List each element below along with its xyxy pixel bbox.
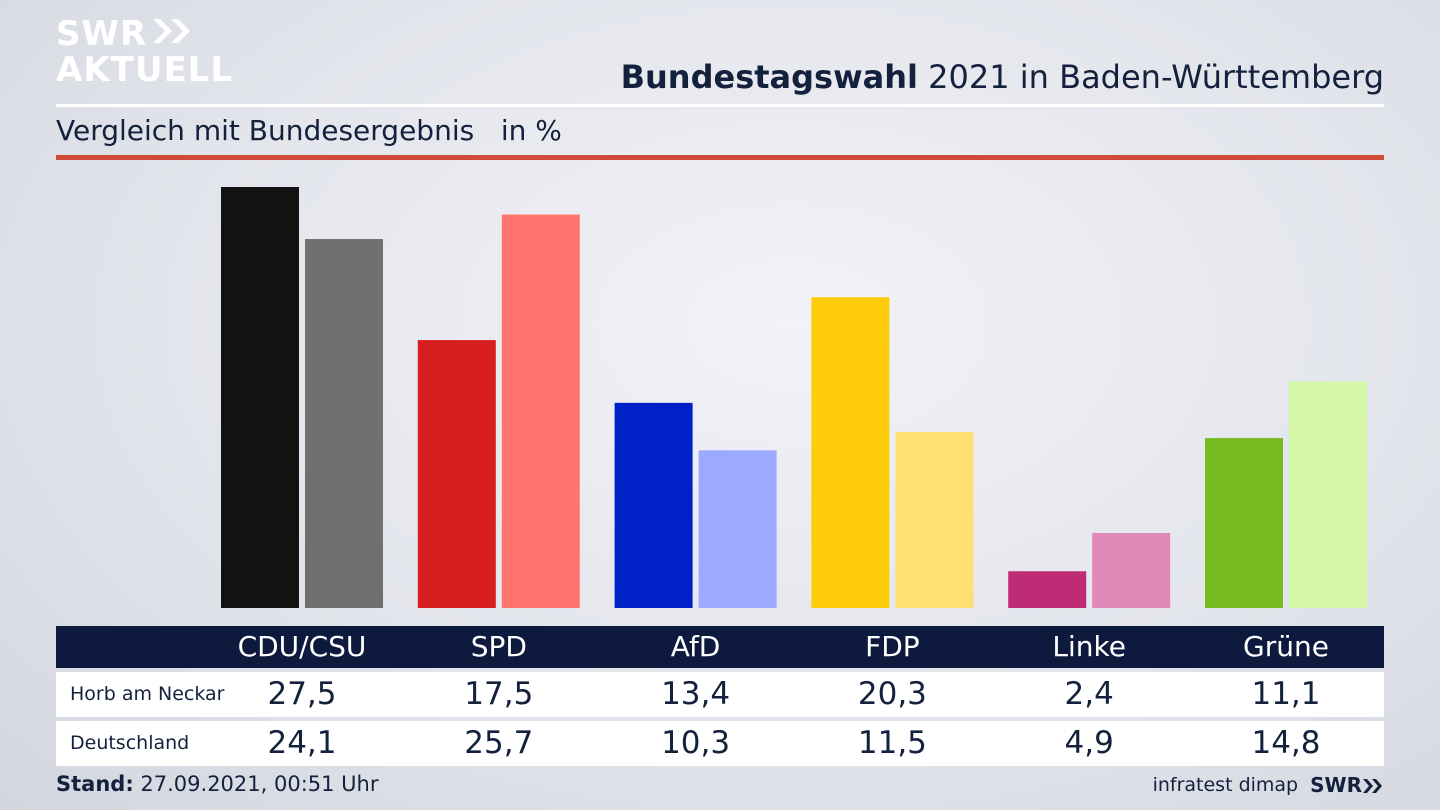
divider-red [56,155,1384,160]
row-label-national: Deutschland [70,732,190,754]
table-row-national: Deutschland 24,1 25,7 10,3 11,5 4,9 14,8 [56,721,1384,766]
value-gr-ne-national: 14,8 [1251,725,1321,761]
value-afd-national: 10,3 [661,725,731,761]
column-header-fdp: FDP [865,630,920,663]
value-cdu-csu-national: 24,1 [267,725,337,761]
bar-cdu-csu-national [305,239,383,608]
bar-afd-national [698,450,777,608]
table-header-row: CDU/CSU SPD AfD FDP Linke Grüne [56,626,1384,668]
bar-fdp-local [811,297,890,608]
value-spd-local: 17,5 [464,676,534,712]
column-header-gr-ne: Grüne [1243,630,1329,663]
column-header-afd: AfD [670,630,721,663]
footer-swr-logo: SWR [1310,773,1384,797]
column-header-cdu-csu: CDU/CSU [237,630,367,663]
logo-arrows-icon [151,16,195,52]
logo-aktuell: AKTUELL [56,50,234,90]
value-spd-national: 25,7 [464,725,534,761]
stand-value: 27.09.2021, 00:51 Uhr [133,772,379,796]
chart-subtitle: Vergleich mit Bundesergebnis in % [56,114,562,147]
logo-swr: SWR [56,14,148,54]
table-row-local: Horb am Neckar 27,5 17,5 13,4 20,3 2,4 11,1 [56,672,1384,717]
stand-label: Stand: [56,772,134,796]
swr-aktuell-logo: SWR AKTUELL [56,16,233,88]
value-cdu-csu-local: 27,5 [267,676,337,712]
title-bold: Bundestagswahl [620,58,918,96]
value-fdp-local: 20,3 [857,676,927,712]
footer-credits: infratest dimap SWR [1153,773,1384,797]
page-title: Bundestagswahl 2021 in Baden-Württemberg [621,58,1384,96]
bar-gr-ne-national [1289,381,1367,608]
bar-spd-local [417,340,496,608]
row-label-local: Horb am Neckar [70,683,225,705]
bar-spd-national [501,214,580,608]
bar-fdp-national [895,431,974,608]
value-linke-local: 2,4 [1064,676,1114,712]
bar-cdu-csu-local [221,187,299,608]
stand-timestamp: Stand: 27.09.2021, 00:51 Uhr [56,772,379,796]
results-table: CDU/CSU SPD AfD FDP Linke Grüne Horb am Necka… [56,626,1384,766]
value-linke-national: 4,9 [1064,725,1114,761]
column-header-linke: Linke [1052,630,1126,663]
title-rest: 2021 in Baden-Württemberg [917,58,1384,96]
bar-afd-local [614,402,693,608]
bar-linke-national [1092,532,1171,608]
divider-white [56,104,1384,107]
bar-chart [221,187,1367,608]
footer-brand: SWR [1310,773,1362,797]
value-fdp-national: 11,5 [857,725,927,761]
bar-gr-ne-local [1205,438,1283,608]
value-gr-ne-local: 11,1 [1251,676,1321,712]
column-header-spd: SPD [470,630,527,663]
value-afd-local: 13,4 [661,676,731,712]
source-credit: infratest dimap [1152,774,1299,796]
bar-linke-local [1008,571,1087,608]
